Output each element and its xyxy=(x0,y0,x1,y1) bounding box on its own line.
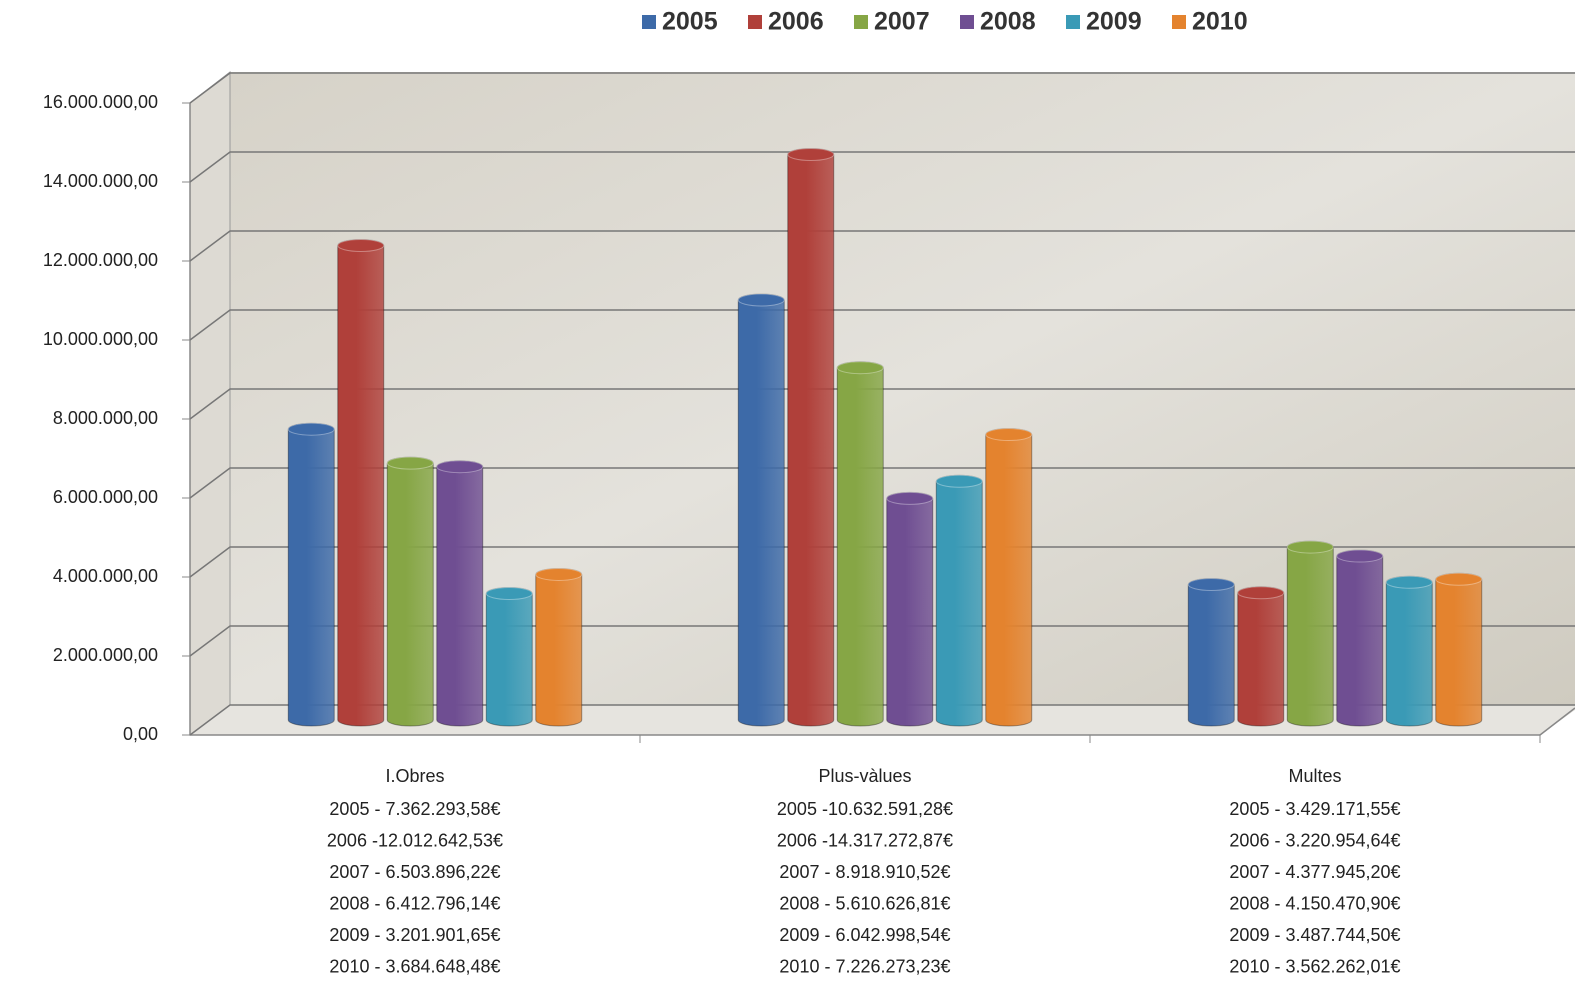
bar xyxy=(1286,540,1334,727)
value-label: 2009 - 3.487.744,50€ xyxy=(1229,925,1400,945)
y-tick-label: 4.000.000,00 xyxy=(53,566,158,586)
y-tick-label: 14.000.000,00 xyxy=(43,171,158,191)
bar xyxy=(886,491,934,727)
grid-line xyxy=(189,388,1575,420)
value-label: 2010 - 3.562.262,01€ xyxy=(1229,956,1400,976)
y-tick-label: 10.000.000,00 xyxy=(43,329,158,349)
bar xyxy=(1435,572,1483,727)
value-label: 2007 - 6.503.896,22€ xyxy=(329,862,500,882)
y-tick-label: 2.000.000,00 xyxy=(53,645,158,665)
value-label: 2009 - 6.042.998,54€ xyxy=(779,925,950,945)
legend-swatch xyxy=(1066,15,1080,29)
value-label: 2005 - 3.429.171,55€ xyxy=(1229,799,1400,819)
x-tick-label: I.Obres xyxy=(385,766,444,786)
bar-cap xyxy=(985,428,1033,442)
bar xyxy=(386,456,434,727)
bar xyxy=(337,239,385,727)
bar-cap xyxy=(1435,572,1483,586)
y-tick-label: 0,00 xyxy=(123,724,158,744)
bar xyxy=(836,361,884,727)
value-label: 2007 - 4.377.945,20€ xyxy=(1229,862,1400,882)
bar xyxy=(1336,549,1384,727)
grid-line xyxy=(189,151,1575,183)
legend-label: 2005 xyxy=(662,8,718,36)
bar xyxy=(787,147,835,727)
bar-cap xyxy=(1385,575,1433,589)
bar-cap xyxy=(1286,540,1334,554)
y-tick-label: 12.000.000,00 xyxy=(43,250,158,270)
bar xyxy=(1385,575,1433,727)
value-label: 2008 - 5.610.626,81€ xyxy=(779,893,950,913)
value-label: 2005 - 7.362.293,58€ xyxy=(329,799,500,819)
grid-line xyxy=(189,72,1575,104)
bar xyxy=(935,474,983,727)
bar-cap xyxy=(1237,586,1285,600)
value-label: 2010 - 3.684.648,48€ xyxy=(329,956,500,976)
bar xyxy=(485,587,533,727)
bar xyxy=(737,293,785,727)
grid-line xyxy=(189,546,1575,578)
value-label: 2006 - 3.220.954,64€ xyxy=(1229,830,1400,850)
x-axis-depth xyxy=(1539,707,1575,736)
legend-swatch xyxy=(642,15,656,29)
grid-line xyxy=(189,309,1575,341)
value-label: 2006 -14.317.272,87€ xyxy=(777,830,953,850)
value-label: 2008 - 4.150.470,90€ xyxy=(1229,893,1400,913)
grid-line xyxy=(189,625,1575,657)
bar-cap xyxy=(287,422,335,436)
grid-line xyxy=(189,230,1575,262)
value-label: 2007 - 8.918.910,52€ xyxy=(779,862,950,882)
legend-label: 2009 xyxy=(1086,8,1142,36)
grid-line xyxy=(189,704,1575,736)
bar xyxy=(287,422,335,727)
legend-label: 2010 xyxy=(1192,8,1248,36)
x-tick-label: Multes xyxy=(1288,766,1341,786)
bar xyxy=(1237,586,1285,727)
value-label: 2010 - 7.226.273,23€ xyxy=(779,956,950,976)
bar xyxy=(1187,578,1235,727)
value-label: 2006 -12.012.642,53€ xyxy=(327,830,503,850)
bar-cap xyxy=(535,567,583,581)
bar-cap xyxy=(386,456,434,470)
bar-cap xyxy=(485,587,533,601)
bar xyxy=(535,567,583,727)
bar-cap xyxy=(787,147,835,161)
y-tick-label: 8.000.000,00 xyxy=(53,408,158,428)
bar-cap xyxy=(935,474,983,488)
bar-cap xyxy=(836,361,884,375)
legend-swatch xyxy=(748,15,762,29)
value-label: 2009 - 3.201.901,65€ xyxy=(329,925,500,945)
legend-swatch xyxy=(1172,15,1186,29)
bar-cap xyxy=(436,460,484,474)
legend-label: 2008 xyxy=(980,8,1036,36)
x-tick-label: Plus-vàlues xyxy=(818,766,911,786)
legend-label: 2006 xyxy=(768,8,824,36)
bar-cap xyxy=(886,491,934,505)
legend: 2005 2006 2007 2008 2009 2010 xyxy=(642,8,1248,36)
value-label: 2005 -10.632.591,28€ xyxy=(777,799,953,819)
bar-cap xyxy=(737,293,785,307)
legend-swatch xyxy=(854,15,868,29)
legend-swatch xyxy=(960,15,974,29)
legend-label: 2007 xyxy=(874,8,930,36)
bar xyxy=(436,460,484,727)
bar-cap xyxy=(1187,578,1235,592)
y-tick-label: 6.000.000,00 xyxy=(53,487,158,507)
grid-line xyxy=(189,467,1575,499)
y-tick-label: 16.000.000,00 xyxy=(43,92,158,112)
bar-cap xyxy=(337,239,385,253)
value-label: 2008 - 6.412.796,14€ xyxy=(329,893,500,913)
bar xyxy=(985,428,1033,727)
bar-cap xyxy=(1336,549,1384,563)
